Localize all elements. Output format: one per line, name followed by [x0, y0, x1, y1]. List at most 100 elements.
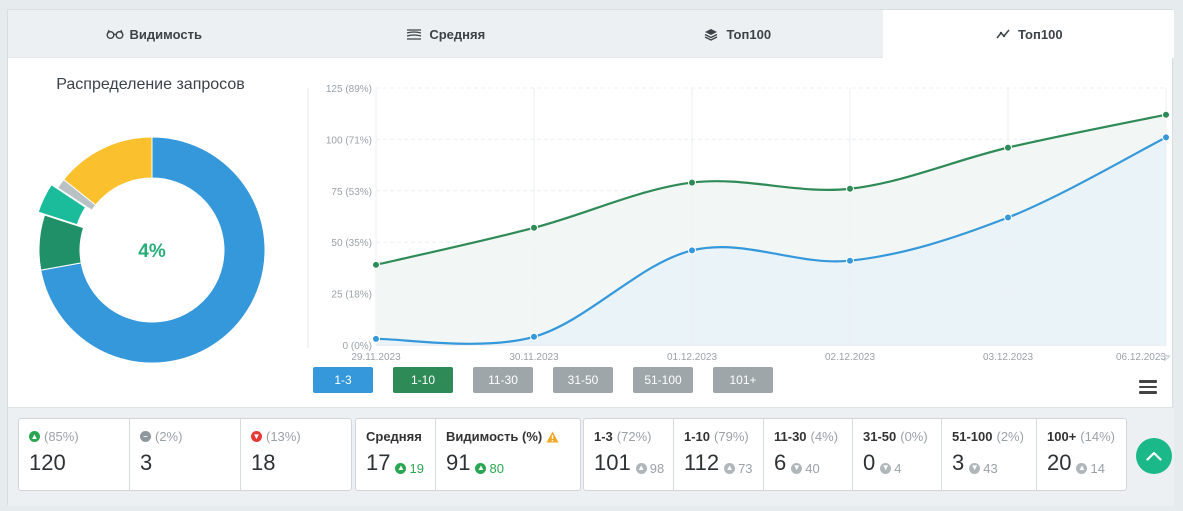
arrow-down-circle-icon: ▼: [880, 462, 892, 474]
data-point[interactable]: [372, 334, 380, 343]
stat-value: 17: [366, 450, 391, 475]
stat-declined: ▼ (13%) 18: [251, 429, 301, 475]
arrow-up-circle-icon: ▲: [475, 462, 487, 474]
range-pct: (14%): [1080, 429, 1115, 444]
stat-value: 0: [863, 450, 876, 475]
range-sub: 43: [983, 460, 998, 476]
hamburger-menu-icon[interactable]: [1139, 380, 1157, 394]
tab-label: Топ100: [1017, 26, 1063, 42]
line-chart: 0 (0%) 25 (18%) 50 (35%) 75 (53%) 100 (71%) 1…: [307, 84, 1172, 363]
stat-value: 18: [251, 450, 276, 475]
data-point[interactable]: [1162, 110, 1170, 119]
data-point[interactable]: [530, 223, 538, 232]
stat-value: 3: [140, 450, 153, 475]
arrow-up-circle-icon: ▲: [635, 462, 647, 474]
x-tick-label: 30.11.2023: [509, 352, 559, 363]
range-pct: (79%): [714, 429, 749, 444]
stat-value: 101: [594, 450, 631, 475]
stat-value: 120: [29, 450, 66, 475]
arrow-up-circle-icon: ▲: [724, 462, 736, 474]
range-label: 100+: [1047, 429, 1077, 444]
range-pct: (0%): [900, 429, 928, 444]
x-tick-label: 29.11.2023: [351, 352, 401, 363]
tab-label: Видимость: [129, 26, 202, 42]
x-tick-label: 03.12.2023: [983, 352, 1033, 363]
range-label: 1-10: [684, 429, 711, 444]
scroll-right-icon[interactable]: [1158, 354, 1172, 362]
stat-value: 3: [952, 450, 965, 475]
tab-visibility[interactable]: Видимость: [8, 10, 300, 58]
donut-slice[interactable]: [38, 214, 85, 271]
data-point[interactable]: [1162, 133, 1170, 142]
arrow-down-circle-icon: ▼: [969, 462, 981, 474]
arrow-down-circle-icon: ▼: [251, 431, 262, 442]
donut-slice[interactable]: [40, 136, 266, 364]
x-tick-label: 06.12.2023: [1116, 352, 1166, 363]
data-point[interactable]: [372, 260, 380, 269]
stat-value: 112: [684, 450, 720, 475]
stat-range: 1-10 (79%) 112 ▲ 73: [674, 419, 764, 490]
scroll-top-button[interactable]: [1136, 438, 1172, 474]
avg-visibility-card: Средняя 17 ▲ 19 Видимость (%) 91 ▲ 80: [355, 418, 581, 491]
range-sub: 14: [1090, 460, 1105, 476]
tab-top100-layers[interactable]: Топ100: [591, 10, 883, 58]
stat-range: 51-100 (2%) 3 ▼ 43: [942, 419, 1037, 490]
donut-title: Распределение запросов: [56, 76, 245, 93]
data-point[interactable]: [530, 332, 538, 341]
data-point[interactable]: [846, 184, 854, 193]
series-line[interactable]: [375, 113, 1167, 266]
y-tick-label: 125 (89%): [326, 84, 372, 95]
range-sub: 40: [805, 460, 820, 476]
range-label: 1-3: [594, 429, 613, 444]
stat-value: 6: [774, 450, 787, 475]
arrow-down-circle-icon: ▼: [791, 462, 803, 474]
filter-button-1-3[interactable]: 1-3: [313, 367, 373, 393]
data-point[interactable]: [688, 246, 696, 255]
donut-slice[interactable]: [37, 184, 87, 226]
stat-range: 11-30 (4%) 6 ▼ 40: [764, 419, 853, 490]
stat-value: 91: [446, 450, 471, 475]
stat-range: 100+ (14%) 20 ▲ 14: [1037, 419, 1126, 490]
x-tick-label: 02.12.2023: [825, 352, 875, 363]
stat-value: 20: [1047, 450, 1072, 475]
y-tick-label: 25 (18%): [331, 290, 372, 301]
tab-top100-trend[interactable]: Топ100: [882, 10, 1174, 58]
arrow-up-circle-icon: ▲: [29, 431, 40, 442]
series-area: [376, 137, 1166, 345]
tab-label: Топ100: [726, 26, 772, 42]
donut-slice[interactable]: [62, 136, 153, 206]
tab-bar: Видимость Средняя Топ100 Топ100: [8, 10, 1174, 58]
series-filters: 1-3 1-10 11-30 31-50 51-100 101+: [313, 367, 773, 393]
range-pct: (72%): [616, 429, 652, 444]
stat-unchanged: – (2%) 3: [130, 419, 241, 490]
filter-button-11-30[interactable]: 11-30: [473, 367, 533, 393]
data-point[interactable]: [1004, 143, 1012, 152]
filter-button-31-50[interactable]: 31-50: [553, 367, 613, 393]
donut-chart: 4%: [37, 136, 266, 364]
range-pct: (2%): [996, 429, 1024, 444]
range-sub: 98: [649, 460, 665, 476]
chevron-up-icon: [1146, 451, 1162, 461]
y-tick-label: 75 (53%): [331, 187, 372, 198]
filter-button-101plus[interactable]: 101+: [713, 367, 773, 393]
x-tick-label: 01.12.2023: [667, 352, 717, 363]
range-pct: (4%): [810, 429, 838, 444]
data-point[interactable]: [688, 178, 696, 187]
filter-button-51-100[interactable]: 51-100: [633, 367, 693, 393]
y-tick-label: 0 (0%): [343, 341, 372, 352]
stat-average: Средняя 17 ▲ 19: [356, 419, 436, 490]
stat-range: 1-3 (72%) 101 ▲ 98: [584, 419, 674, 490]
minus-circle-icon: –: [140, 431, 151, 442]
series-line[interactable]: [375, 136, 1167, 345]
stats-panel: ▲ (85%) 120 – (2%) 3 ▼ (13%) 18 Средняя 17 ▲…: [8, 407, 1174, 506]
widget-frame: Видимость Средняя Топ100 Топ100 Распреде…: [7, 9, 1174, 506]
arrow-up-circle-icon: ▲: [395, 462, 407, 474]
stat-visibility: Видимость (%) 91 ▲ 80: [436, 419, 580, 490]
tab-average[interactable]: Средняя: [300, 10, 592, 58]
data-point[interactable]: [846, 256, 854, 265]
warning-icon[interactable]: [546, 431, 559, 443]
y-tick-label: 50 (35%): [331, 238, 372, 249]
filter-button-1-10[interactable]: 1-10: [393, 367, 453, 393]
stat-improved: ▲ (85%) 120: [19, 419, 130, 490]
data-point[interactable]: [1004, 213, 1012, 222]
